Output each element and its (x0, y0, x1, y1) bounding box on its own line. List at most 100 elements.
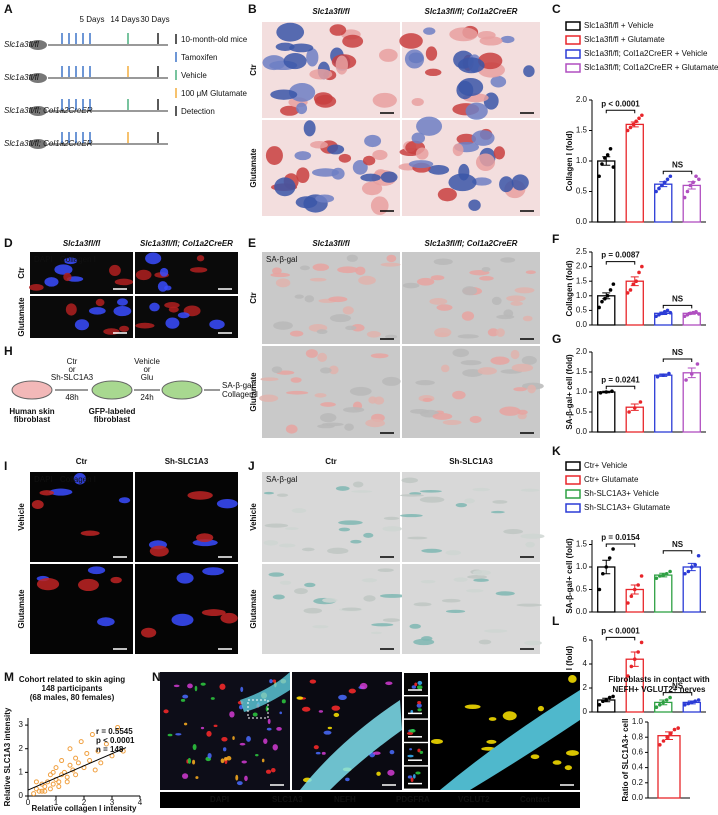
data-point (607, 695, 612, 700)
cell (411, 685, 417, 689)
y-tick-label: 0.0 (576, 320, 588, 329)
micrograph (404, 743, 428, 766)
cell (416, 703, 422, 708)
cell (382, 526, 402, 532)
cell (380, 171, 398, 183)
cell (355, 266, 366, 276)
cell (488, 717, 497, 721)
cell (246, 736, 251, 742)
cell (329, 314, 352, 323)
data-point (597, 587, 602, 592)
cell (223, 756, 228, 761)
data-point (689, 372, 694, 376)
data-point (691, 310, 695, 315)
significance-label: p < 0.0001 (601, 99, 640, 108)
cell (525, 270, 536, 275)
data-point (115, 724, 121, 730)
y-tick-label: 0.5 (576, 407, 588, 416)
legend-swatch (565, 63, 581, 73)
cell (119, 325, 130, 332)
cell (200, 726, 205, 730)
cell (385, 334, 398, 339)
y-axis-label: SA-β-gal+ cell (fold) (565, 354, 574, 430)
panel-label: C (552, 2, 561, 16)
cell (342, 306, 354, 315)
panel-label: N (152, 670, 161, 684)
cell (458, 163, 470, 181)
cell (407, 754, 414, 758)
cell (268, 572, 285, 577)
data-point (45, 779, 51, 785)
cell (361, 181, 383, 196)
legend-label: Sh-SLC1A3+ Glutamate (584, 503, 671, 512)
data-point (654, 189, 658, 194)
cell (187, 757, 192, 764)
data-point (605, 294, 610, 298)
cell (437, 187, 457, 202)
cell (490, 510, 505, 514)
cell (220, 612, 238, 624)
cell (370, 196, 389, 215)
significance-bracket (662, 170, 693, 175)
cell (351, 323, 365, 332)
data-point (661, 573, 666, 577)
cell (259, 394, 279, 402)
data-point (676, 726, 680, 730)
data-point (658, 743, 662, 747)
cell (409, 623, 421, 629)
cell (187, 491, 213, 500)
significance-label: p = 0.0241 (601, 375, 640, 384)
data-point (654, 314, 658, 319)
cell (312, 625, 329, 629)
data-point (684, 378, 688, 382)
data-point (672, 727, 677, 732)
cell (314, 94, 337, 108)
x-axis-label: Relative collagen I intensity (32, 804, 137, 813)
stat-label: r = 0.5545 (96, 727, 133, 736)
cell (164, 302, 180, 309)
cell (235, 774, 239, 781)
condition: Glu (141, 373, 153, 382)
bar (625, 280, 644, 326)
cell (196, 533, 214, 543)
cell (44, 277, 59, 287)
data-point (597, 174, 601, 179)
duration: 48h (65, 393, 78, 402)
cell (360, 173, 381, 182)
row-label: Ctr (249, 292, 258, 304)
cell (103, 328, 120, 335)
data-point (631, 122, 636, 127)
cell (516, 603, 542, 607)
significance-label: NS (672, 682, 684, 691)
stain-label: SA-β-gal (266, 475, 298, 484)
cell (177, 312, 190, 319)
column-header: Ctr (76, 457, 88, 466)
data-point (697, 177, 701, 182)
micrograph (404, 696, 428, 719)
data-point (603, 156, 607, 160)
cell (351, 490, 373, 493)
data-point (683, 703, 687, 707)
cell (417, 700, 422, 705)
cell (407, 536, 428, 540)
data-point (683, 571, 687, 576)
cell (410, 709, 414, 714)
cell (315, 194, 335, 203)
y-axis-label: Collagen I (fold) (565, 130, 574, 191)
cell (472, 487, 490, 492)
panel-label: E (248, 236, 256, 250)
readout: Collagen I (222, 390, 258, 399)
cell (301, 706, 311, 712)
cell (421, 548, 443, 553)
trend-line (27, 747, 127, 791)
cell (265, 705, 269, 712)
cell (343, 406, 365, 413)
cell (363, 595, 376, 602)
cell (465, 102, 488, 120)
data-point (597, 305, 601, 310)
cell (276, 726, 282, 731)
cell (457, 334, 479, 339)
data-point (75, 760, 81, 766)
data-point (640, 264, 644, 269)
significance-label: NS (672, 348, 684, 357)
